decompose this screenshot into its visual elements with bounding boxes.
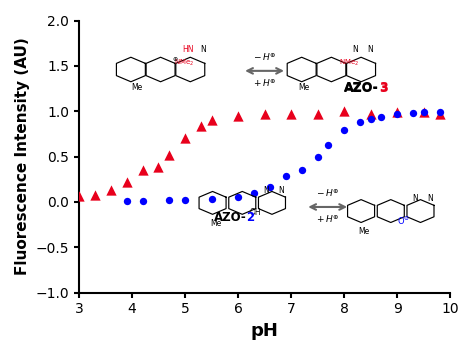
- Point: [123, 179, 130, 185]
- Point: [261, 111, 268, 117]
- Point: [165, 152, 173, 158]
- Point: [197, 123, 205, 129]
- Point: [139, 167, 146, 173]
- Text: $\mathregular{NMe_2}$: $\mathregular{NMe_2}$: [173, 58, 194, 68]
- Text: 3: 3: [380, 81, 388, 94]
- Point: [107, 187, 115, 193]
- Point: [393, 109, 401, 115]
- Point: [298, 167, 305, 173]
- Text: Me: Me: [131, 83, 142, 92]
- Point: [155, 164, 162, 169]
- Point: [208, 196, 215, 202]
- Text: Me: Me: [210, 219, 221, 228]
- Point: [266, 185, 273, 190]
- Text: AZO-: AZO-: [345, 81, 379, 94]
- Text: $-\,H^{\oplus}$: $-\,H^{\oplus}$: [316, 187, 339, 199]
- Point: [234, 113, 242, 119]
- Text: $\mathregular{O^{\ominus}}$: $\mathregular{O^{\ominus}}$: [397, 215, 410, 227]
- Text: N: N: [412, 194, 418, 203]
- Point: [314, 154, 321, 159]
- Point: [367, 116, 374, 122]
- Point: [287, 111, 295, 117]
- Text: $-\,H^{\oplus}$: $-\,H^{\oplus}$: [253, 51, 276, 63]
- Point: [250, 190, 258, 196]
- Point: [282, 173, 290, 179]
- Point: [367, 111, 374, 117]
- Point: [393, 111, 401, 117]
- Point: [420, 109, 428, 115]
- X-axis label: pH: pH: [251, 322, 279, 340]
- Text: N: N: [353, 45, 358, 54]
- Text: $+\,H^{\oplus}$: $+\,H^{\oplus}$: [253, 78, 276, 89]
- Text: Me: Me: [358, 227, 370, 236]
- Point: [324, 142, 332, 148]
- Text: N: N: [264, 186, 269, 195]
- Text: $+\,H^{\oplus}$: $+\,H^{\oplus}$: [316, 214, 339, 225]
- Text: OH: OH: [249, 208, 261, 217]
- Text: N: N: [278, 186, 284, 195]
- Text: N: N: [201, 45, 206, 54]
- Point: [436, 111, 443, 117]
- Point: [377, 114, 385, 120]
- Point: [75, 193, 82, 198]
- Text: $\oplus$: $\oplus$: [173, 55, 179, 63]
- Y-axis label: Fluorescence Intensity (AU): Fluorescence Intensity (AU): [15, 38, 30, 275]
- Text: $\mathregular{NMe_2}$: $\mathregular{NMe_2}$: [339, 58, 359, 68]
- Text: N: N: [367, 45, 373, 54]
- Point: [340, 127, 348, 133]
- Text: N: N: [427, 194, 433, 203]
- Point: [314, 111, 321, 117]
- Point: [181, 136, 189, 141]
- Point: [356, 119, 364, 125]
- Point: [436, 109, 443, 115]
- Point: [208, 118, 215, 123]
- Point: [420, 109, 428, 115]
- Point: [91, 192, 99, 198]
- Point: [165, 197, 173, 203]
- Text: Me: Me: [298, 83, 309, 92]
- Text: AZO-: AZO-: [214, 211, 247, 224]
- Text: 2: 2: [246, 211, 254, 224]
- Point: [139, 198, 146, 204]
- Text: HN: HN: [182, 45, 194, 54]
- Point: [181, 197, 189, 203]
- Point: [409, 110, 417, 116]
- Point: [340, 108, 348, 114]
- Text: AZO-: AZO-: [345, 82, 379, 95]
- Text: 3: 3: [380, 82, 388, 95]
- Point: [123, 198, 130, 204]
- Point: [234, 194, 242, 200]
